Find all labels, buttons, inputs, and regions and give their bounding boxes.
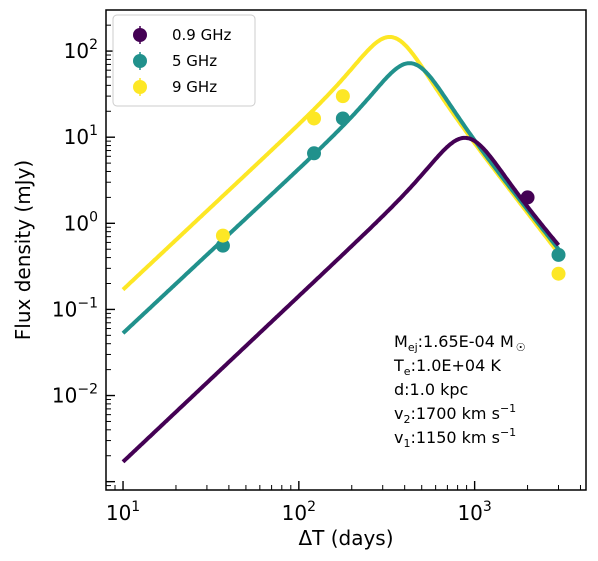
x-axis-label: ΔT (days) xyxy=(298,526,393,550)
data-point-2-2 xyxy=(335,89,350,104)
y-tick-label: 102 xyxy=(64,37,98,63)
x-tick-label: 101 xyxy=(106,499,140,525)
x-tick-label: 102 xyxy=(282,499,316,525)
legend-label: 5 GHz xyxy=(172,52,217,70)
legend: 0.9 GHz 5 GHz 9 GHz xyxy=(112,14,256,107)
annotation-line: d:1.0 kpc xyxy=(394,380,468,399)
data-point-1-0 xyxy=(215,238,230,253)
model-curves xyxy=(121,35,561,464)
data-point-1-3 xyxy=(551,247,566,262)
plot-frame xyxy=(105,9,587,491)
legend-marker xyxy=(133,54,147,68)
model-curve-0 xyxy=(121,135,561,464)
data-points xyxy=(215,89,566,281)
data-point-2-3 xyxy=(551,266,566,281)
annotation-line: v2:1700 km s−1 xyxy=(394,402,516,426)
annotation-line: Mej:1.65E-04 M ☉ xyxy=(394,332,526,354)
data-point-2-0 xyxy=(215,228,230,243)
y-tick-label: 100 xyxy=(64,209,98,235)
y-tick-label: 10−2 xyxy=(52,382,98,408)
legend-box xyxy=(112,14,256,107)
parameter-annotation: Mej:1.65E-04 M ☉Te:1.0E+04 K d:1.0 kpc v2:1… xyxy=(393,332,526,450)
annotation-line: Te:1.0E+04 K xyxy=(393,356,501,378)
legend-marker xyxy=(133,28,147,42)
x-tick-label: 103 xyxy=(457,499,491,525)
data-point-1-1 xyxy=(307,146,322,161)
legend-marker xyxy=(133,80,147,94)
data-point-0-0 xyxy=(520,190,535,205)
axis-ticks: 101 102 103 10−2 10−1 100 101 102 xyxy=(52,9,581,525)
legend-label: 0.9 GHz xyxy=(172,26,232,44)
y-tick-label: 10−1 xyxy=(52,295,98,321)
y-axis-label: Flux density (mJy) xyxy=(11,160,35,340)
annotation-line: v1:1150 km s−1 xyxy=(394,426,516,450)
model-curve-1 xyxy=(121,61,561,335)
data-point-1-2 xyxy=(335,111,350,126)
data-point-2-1 xyxy=(307,111,322,126)
legend-label: 9 GHz xyxy=(172,78,217,96)
y-tick-label: 101 xyxy=(64,123,98,149)
